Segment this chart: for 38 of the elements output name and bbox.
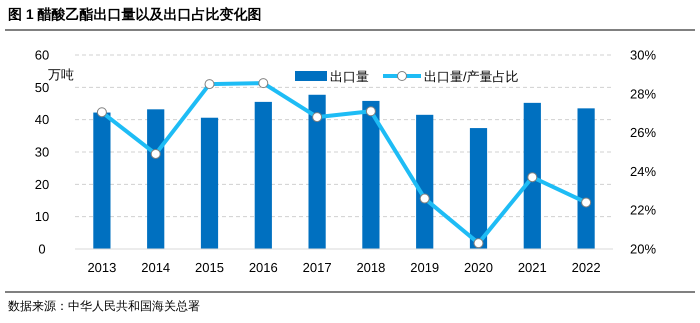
legend-label: 出口量/产量占比	[424, 69, 519, 84]
y-tick-label: 30	[34, 144, 50, 160]
x-tick-label: 2022	[572, 260, 601, 275]
bar	[254, 102, 272, 249]
y-tick-label: 0	[38, 242, 46, 256]
bar	[93, 112, 111, 249]
y-tick-label: 40	[34, 112, 50, 128]
chart-title: 图 1 醋酸乙酯出口量以及出口占比变化图	[8, 6, 262, 22]
bar	[200, 118, 218, 249]
x-tick-label: 2018	[356, 260, 386, 275]
bar	[362, 100, 380, 249]
bar	[470, 128, 488, 249]
y2-tick-label: 26%	[630, 125, 656, 140]
y-axis-title: 万吨	[48, 67, 74, 82]
y2-tick-label: 30%	[630, 48, 656, 62]
x-tick-label: 2014	[141, 260, 170, 275]
bar	[147, 109, 164, 249]
y-tick-label: 10	[34, 209, 50, 224]
source-note: 数据来源：中华人民共和国海关总署	[8, 299, 200, 313]
y-tick-label: 60	[34, 48, 50, 62]
y2-tick-label: 24%	[630, 164, 656, 179]
y-tick-label: 20	[34, 176, 50, 192]
x-tick-label: 2020	[464, 260, 493, 275]
x-tick-label: 2017	[302, 260, 332, 275]
x-tick-label: 2013	[87, 260, 116, 275]
x-tick-label: 2019	[410, 260, 440, 275]
bar	[524, 102, 541, 249]
bar	[416, 114, 434, 249]
y-tick-label: 50	[34, 80, 50, 95]
y2-tick-label: 28%	[630, 86, 656, 102]
x-tick-label: 2021	[518, 260, 547, 275]
legend-label: 出口量	[330, 69, 369, 84]
y2-tick-label: 22%	[630, 202, 656, 218]
x-tick-label: 2015	[195, 260, 224, 275]
bar	[308, 94, 326, 249]
bar	[577, 108, 595, 249]
x-tick-label: 2016	[248, 260, 278, 275]
y2-tick-label: 20%	[630, 242, 656, 256]
